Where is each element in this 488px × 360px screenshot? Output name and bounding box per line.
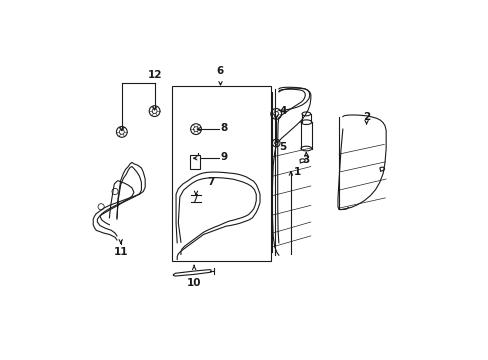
Ellipse shape (300, 120, 311, 125)
Text: 8: 8 (220, 123, 227, 133)
Ellipse shape (300, 146, 311, 151)
Text: 1: 1 (293, 167, 301, 177)
Bar (171, 86, 271, 261)
Text: 3: 3 (302, 155, 309, 165)
Text: 5: 5 (279, 142, 286, 152)
Bar (189, 156, 200, 169)
Text: 6: 6 (216, 66, 224, 76)
Text: 12: 12 (147, 70, 162, 80)
Text: 4: 4 (279, 106, 286, 116)
Text: 2: 2 (362, 112, 369, 122)
Text: 10: 10 (186, 278, 201, 288)
Ellipse shape (302, 112, 310, 116)
Text: 9: 9 (220, 152, 227, 162)
Text: 7: 7 (207, 177, 214, 187)
Text: 11: 11 (113, 247, 128, 257)
